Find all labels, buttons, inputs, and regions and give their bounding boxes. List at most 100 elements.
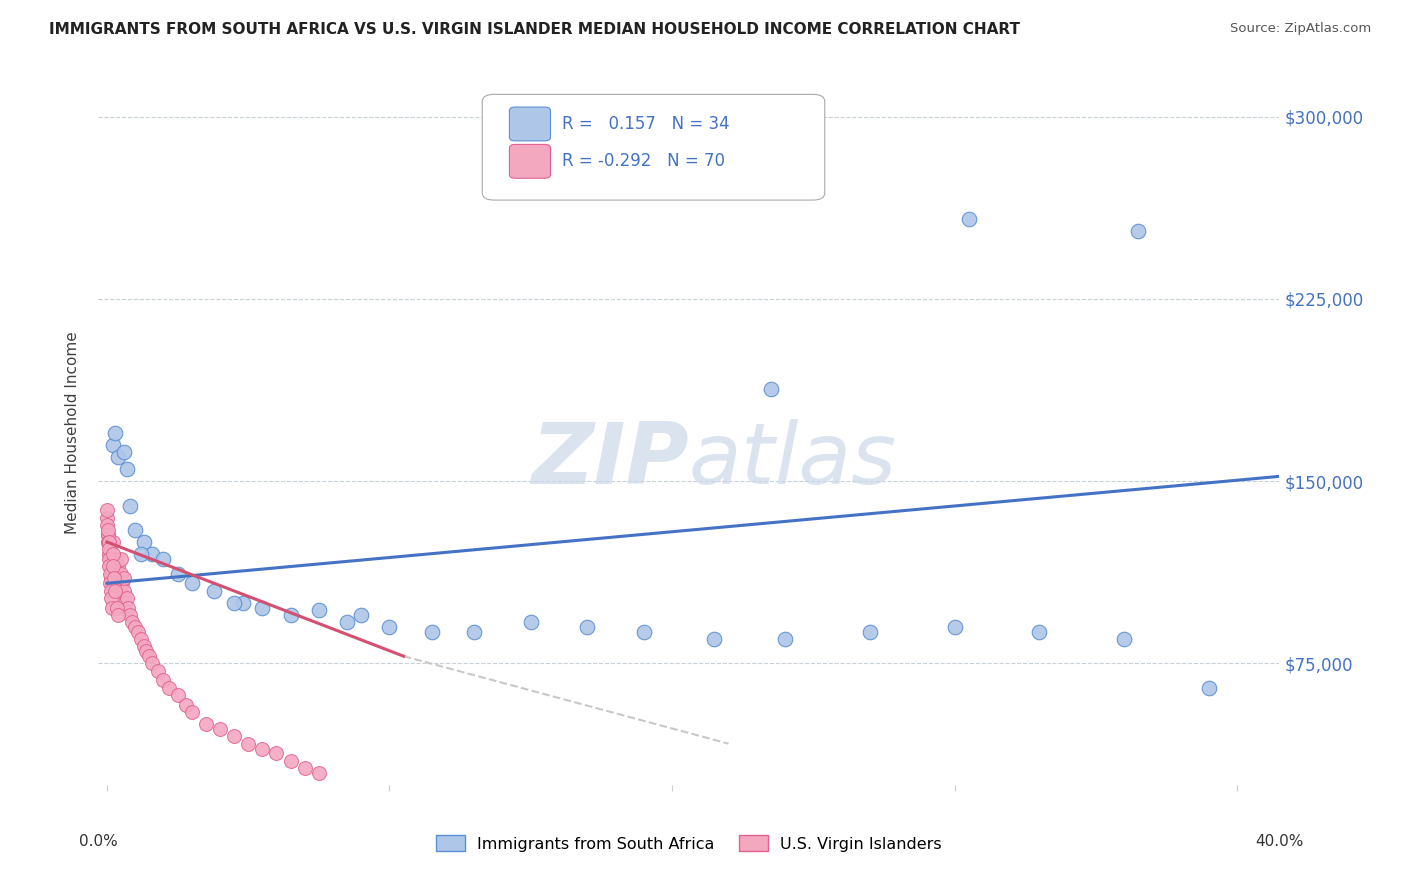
Point xyxy=(773,632,796,647)
Point xyxy=(166,688,188,702)
Point xyxy=(107,450,129,464)
Point xyxy=(110,566,132,581)
Point xyxy=(97,527,120,541)
Point xyxy=(100,566,122,581)
Y-axis label: Median Household Income: Median Household Income xyxy=(65,331,80,534)
Point xyxy=(174,698,197,712)
Point xyxy=(101,547,124,561)
Point xyxy=(519,615,541,629)
Point xyxy=(308,603,330,617)
Point xyxy=(350,607,373,622)
FancyBboxPatch shape xyxy=(509,107,551,141)
Point xyxy=(576,620,599,634)
Point xyxy=(97,535,120,549)
Point xyxy=(208,722,231,736)
Point xyxy=(101,535,124,549)
Point xyxy=(101,559,124,574)
Point xyxy=(1128,224,1150,238)
Point xyxy=(107,571,129,585)
Text: 40.0%: 40.0% xyxy=(1256,834,1303,849)
Point xyxy=(98,552,121,566)
Point xyxy=(378,620,401,634)
Point xyxy=(463,624,485,639)
Point xyxy=(112,445,135,459)
Point xyxy=(180,576,202,591)
Point xyxy=(114,596,136,610)
Point xyxy=(97,523,120,537)
Point xyxy=(118,607,141,622)
Point xyxy=(100,591,122,605)
Point xyxy=(98,559,121,574)
Point xyxy=(101,438,124,452)
Point xyxy=(97,535,120,549)
Point xyxy=(1198,681,1220,695)
Point xyxy=(222,730,245,744)
Point xyxy=(97,542,120,557)
Text: R =   0.157   N = 34: R = 0.157 N = 34 xyxy=(562,115,730,133)
Point xyxy=(110,552,132,566)
Point xyxy=(124,523,146,537)
Point xyxy=(202,583,225,598)
Point xyxy=(420,624,443,639)
Point xyxy=(280,754,302,768)
Point xyxy=(101,576,124,591)
Point xyxy=(252,600,274,615)
Point xyxy=(336,615,359,629)
Point xyxy=(238,737,260,751)
Point xyxy=(107,559,129,574)
Point xyxy=(294,761,316,775)
Point xyxy=(98,576,121,591)
Point xyxy=(98,566,121,581)
Point xyxy=(115,591,138,605)
Point xyxy=(101,552,124,566)
Point xyxy=(100,583,122,598)
Point xyxy=(1112,632,1135,647)
Point xyxy=(100,600,122,615)
Point xyxy=(308,765,330,780)
Point xyxy=(98,559,121,574)
Point xyxy=(129,547,152,561)
Point xyxy=(118,499,141,513)
Point xyxy=(157,681,180,695)
Point xyxy=(111,576,134,591)
Point xyxy=(96,518,118,533)
Point xyxy=(280,607,302,622)
Point xyxy=(105,600,128,615)
Point xyxy=(104,552,127,566)
Point xyxy=(112,583,135,598)
Point xyxy=(141,547,163,561)
Point xyxy=(141,657,163,671)
Point xyxy=(96,503,118,517)
Point xyxy=(194,717,217,731)
Point xyxy=(231,596,253,610)
Point xyxy=(124,620,146,634)
Point xyxy=(121,615,143,629)
Point xyxy=(957,211,980,226)
Point xyxy=(138,649,160,664)
Point xyxy=(759,382,782,396)
Point xyxy=(633,624,655,639)
Point xyxy=(129,632,152,647)
Point xyxy=(97,535,120,549)
FancyBboxPatch shape xyxy=(509,145,551,178)
Text: R = -0.292   N = 70: R = -0.292 N = 70 xyxy=(562,153,725,170)
Point xyxy=(266,747,288,761)
Point xyxy=(103,571,125,585)
Point xyxy=(104,583,127,598)
Point xyxy=(132,640,155,654)
Point xyxy=(1028,624,1050,639)
Point xyxy=(104,425,127,440)
Point xyxy=(166,566,188,581)
Point xyxy=(252,741,274,756)
Point xyxy=(115,462,138,476)
Point xyxy=(98,552,121,566)
FancyBboxPatch shape xyxy=(482,95,825,200)
Point xyxy=(943,620,966,634)
Point xyxy=(96,510,118,524)
Point xyxy=(104,566,127,581)
Point xyxy=(105,576,128,591)
Point xyxy=(703,632,725,647)
Text: Source: ZipAtlas.com: Source: ZipAtlas.com xyxy=(1230,22,1371,36)
Point xyxy=(146,664,169,678)
Text: 0.0%: 0.0% xyxy=(79,834,118,849)
